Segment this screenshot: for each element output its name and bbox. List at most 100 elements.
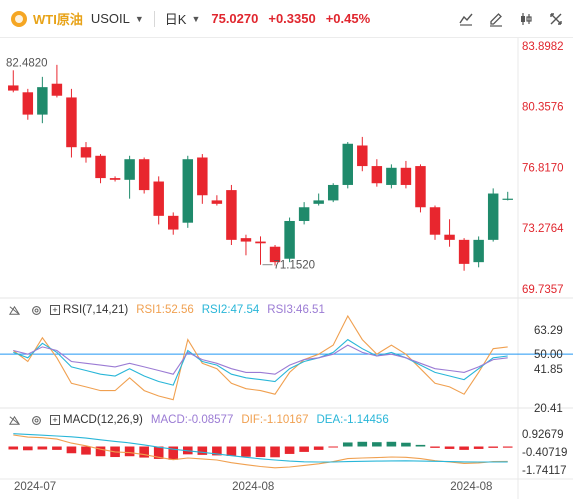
symbol-dropdown-chevron-icon[interactable]: ▼	[134, 13, 144, 24]
macd-bar[interactable]	[153, 446, 164, 459]
candle-body[interactable]	[269, 246, 281, 263]
macd-panel[interactable]	[8, 433, 513, 469]
settings-gear-icon[interactable]	[28, 302, 44, 318]
rsi-line-rsi2[interactable]	[13, 338, 508, 386]
candle-body[interactable]	[124, 159, 135, 180]
macd-bar[interactable]	[415, 444, 426, 447]
candle-body[interactable]	[226, 190, 237, 240]
dea-value: DEA:-1.14456	[316, 414, 389, 426]
macd-bar[interactable]	[52, 446, 62, 450]
candle-body[interactable]	[371, 166, 383, 184]
chart-canvas[interactable]: 82.4820 71.1520 83.8982 80.3576 76.8170 73.2…	[0, 38, 573, 499]
macd-bar[interactable]	[459, 446, 469, 450]
candle-type-icon[interactable]	[515, 9, 537, 29]
macd-bar[interactable]	[226, 446, 237, 456]
macd-bar[interactable]	[212, 446, 222, 456]
macd-bar[interactable]	[502, 446, 513, 448]
candle-body[interactable]	[444, 234, 455, 240]
macd-bar[interactable]	[299, 446, 309, 452]
candle-body[interactable]	[342, 143, 353, 185]
period-selector[interactable]: 日K	[164, 12, 187, 27]
candle-body[interactable]	[168, 215, 179, 230]
macd-bar[interactable]	[313, 446, 324, 450]
candle-body[interactable]	[327, 184, 339, 201]
macd-bar[interactable]	[139, 446, 149, 458]
rsi-panel[interactable]	[0, 314, 573, 401]
candle-body[interactable]	[153, 181, 164, 216]
indicator-icon[interactable]	[455, 9, 477, 29]
macd-bar[interactable]	[342, 442, 353, 447]
header-divider	[153, 10, 155, 27]
macd-bar[interactable]	[81, 446, 91, 455]
last-price: 75.0270	[211, 11, 259, 26]
macd-bar[interactable]	[270, 446, 280, 458]
macd-bar[interactable]	[473, 446, 484, 449]
candle-body[interactable]	[284, 220, 295, 259]
candle-body[interactable]	[240, 238, 252, 242]
candle-body[interactable]	[80, 147, 92, 158]
macd-bar[interactable]	[386, 441, 397, 447]
candle-body[interactable]	[138, 159, 150, 191]
candle-body[interactable]	[298, 207, 310, 221]
rsi1-value: RSI1:52.56	[136, 304, 194, 316]
macd-bar[interactable]	[241, 446, 251, 457]
candle-body[interactable]	[313, 200, 324, 204]
candle-body[interactable]	[182, 159, 194, 223]
candle-body[interactable]	[95, 155, 106, 179]
candle-body[interactable]	[400, 167, 412, 185]
macd-bar[interactable]	[430, 446, 440, 448]
macd-bar[interactable]	[255, 446, 266, 458]
candle-body[interactable]	[22, 92, 34, 115]
candle-body[interactable]	[473, 239, 484, 263]
rsi-line-rsi3[interactable]	[13, 344, 508, 375]
add-indicator-icon[interactable]: +	[50, 305, 60, 315]
candle-body[interactable]	[502, 198, 513, 200]
price-tick-label: 73.2764	[522, 223, 564, 235]
macd-bar[interactable]	[124, 446, 135, 457]
rsi-legend: + RSI(7,14,21) RSI1:52.56 RSI2:47.54 RSI…	[0, 301, 325, 319]
candle-body[interactable]	[357, 145, 368, 167]
candle-body[interactable]	[37, 87, 48, 115]
macd-tick-label: 0.92679	[522, 429, 564, 441]
macd-bar[interactable]	[95, 446, 106, 457]
fullscreen-icon[interactable]	[545, 9, 567, 29]
macd-bar[interactable]	[197, 446, 208, 455]
macd-bar[interactable]	[23, 446, 33, 451]
macd-bar[interactable]	[66, 446, 77, 454]
candle-body[interactable]	[487, 193, 499, 240]
hide-indicator-icon[interactable]	[6, 412, 22, 428]
candle-body[interactable]	[255, 241, 266, 244]
period-dropdown-chevron-icon[interactable]: ▼	[191, 13, 201, 24]
settings-gear-icon[interactable]	[28, 412, 44, 428]
macd-tick-label: -0.40719	[522, 447, 567, 459]
macd-bar[interactable]	[488, 446, 498, 448]
dif-line[interactable]	[13, 434, 508, 469]
hide-indicator-icon[interactable]	[6, 302, 22, 318]
candle-body[interactable]	[51, 83, 63, 96]
candle-body[interactable]	[211, 200, 223, 204]
add-indicator-icon[interactable]: +	[50, 415, 60, 425]
candle-body[interactable]	[458, 239, 470, 264]
macd-bar[interactable]	[401, 442, 411, 447]
candle-body[interactable]	[8, 85, 19, 91]
dea-line[interactable]	[13, 433, 508, 463]
macd-bar[interactable]	[328, 446, 339, 448]
symbol-code[interactable]: USOIL	[90, 11, 130, 26]
macd-bar[interactable]	[8, 446, 19, 450]
candle-body[interactable]	[415, 166, 426, 208]
candle-body[interactable]	[386, 167, 397, 185]
macd-bar[interactable]	[444, 446, 455, 449]
kline-panel[interactable]: 82.4820 71.1520	[6, 57, 513, 272]
rsi-line-rsi1[interactable]	[12, 314, 508, 401]
macd-bar[interactable]	[372, 442, 382, 447]
symbol-name[interactable]: WTI原油	[33, 12, 83, 27]
macd-bar[interactable]	[284, 446, 295, 454]
macd-bar[interactable]	[37, 446, 48, 450]
candle-body[interactable]	[109, 178, 121, 180]
candle-body[interactable]	[197, 157, 208, 196]
candle-body[interactable]	[429, 207, 441, 235]
draw-icon[interactable]	[485, 9, 507, 29]
macd-bar[interactable]	[357, 441, 368, 447]
macd-bar[interactable]	[168, 446, 179, 460]
candle-body[interactable]	[66, 97, 77, 148]
